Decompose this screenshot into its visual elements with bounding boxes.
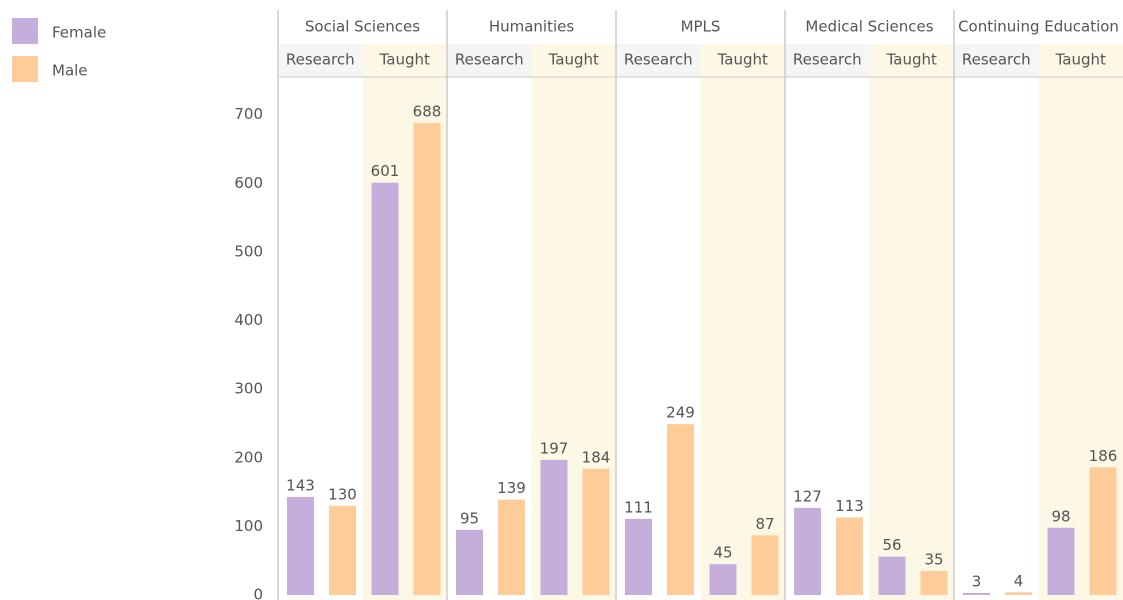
x-tick-label: Taught	[548, 51, 599, 69]
bar	[540, 459, 568, 595]
value-label: 87	[755, 515, 774, 533]
value-label: 143	[286, 476, 315, 494]
x-tick-label: Research	[624, 51, 693, 69]
value-label: 98	[1051, 507, 1070, 525]
value-label: 688	[413, 102, 442, 120]
value-label: 113	[835, 497, 864, 515]
x-tick-label: Taught	[717, 51, 768, 69]
bar	[1005, 592, 1032, 595]
value-label: 127	[793, 487, 822, 505]
bar	[582, 468, 610, 595]
bar	[920, 570, 948, 595]
value-label: 3	[972, 572, 982, 590]
bar	[963, 592, 990, 595]
y-tick-label: 100	[234, 517, 263, 535]
x-tick-label: Research	[962, 51, 1031, 69]
group-label: Continuing Education	[958, 18, 1119, 36]
bar	[371, 182, 399, 596]
column-highlight	[869, 44, 954, 600]
bar	[625, 518, 652, 595]
y-tick-label: 700	[234, 105, 263, 123]
value-label: 111	[624, 498, 653, 516]
x-tick-label: Taught	[379, 51, 430, 69]
value-label: 4	[1014, 572, 1024, 590]
bar	[456, 529, 483, 595]
value-label: 197	[540, 439, 569, 457]
bar	[751, 535, 779, 595]
value-label: 601	[371, 162, 400, 180]
x-tick-label: Research	[455, 51, 524, 69]
x-tick-label: Taught	[1055, 51, 1106, 69]
value-label: 130	[328, 485, 357, 503]
bar	[836, 517, 863, 595]
value-label: 184	[582, 448, 611, 466]
value-label: 45	[713, 544, 732, 562]
group-label: Humanities	[489, 18, 575, 36]
column-highlight	[700, 44, 785, 600]
x-tick-label: Research	[286, 51, 355, 69]
bar	[287, 496, 314, 595]
bar	[794, 507, 821, 595]
bar	[1047, 527, 1075, 595]
bar	[709, 564, 737, 595]
legend-label: Female	[52, 24, 106, 42]
value-label: 56	[882, 536, 901, 554]
y-tick-label: 0	[253, 586, 263, 600]
y-tick-label: 600	[234, 174, 263, 192]
value-label: 249	[666, 404, 695, 422]
y-tick-label: 200	[234, 448, 263, 466]
group-label: MPLS	[681, 18, 721, 36]
value-label: 186	[1089, 447, 1118, 465]
bar	[667, 424, 694, 595]
legend-swatch	[12, 56, 38, 82]
bar	[413, 122, 441, 596]
bar	[1089, 467, 1117, 595]
y-tick-label: 400	[234, 311, 263, 329]
bar	[878, 556, 906, 595]
legend-label: Male	[52, 62, 88, 80]
y-tick-label: 500	[234, 242, 263, 260]
bar	[329, 505, 356, 595]
x-tick-label: Research	[793, 51, 862, 69]
x-tick-label: Taught	[886, 51, 937, 69]
group-label: Social Sciences	[305, 18, 420, 36]
value-label: 35	[924, 550, 943, 568]
bar	[498, 499, 525, 595]
group-label: Medical Sciences	[805, 18, 933, 36]
value-label: 139	[497, 479, 526, 497]
value-label: 95	[460, 509, 479, 527]
y-tick-label: 300	[234, 380, 263, 398]
legend-swatch	[12, 18, 38, 44]
